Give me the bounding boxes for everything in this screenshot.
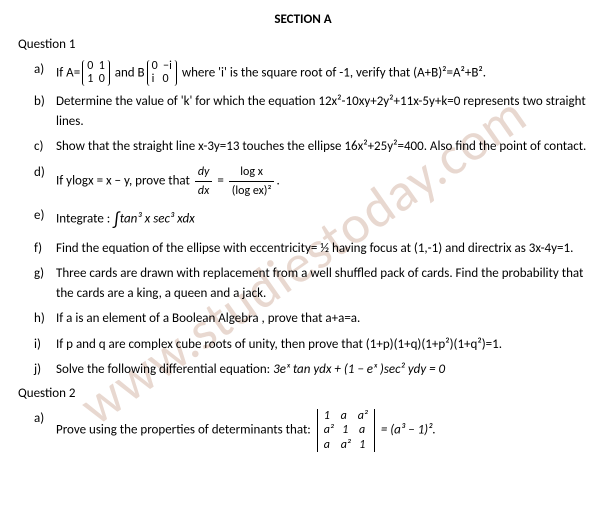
- q1-a: a) If A=0 11 0 and B0 −ii 0 where 'i' is…: [18, 60, 588, 86]
- q1-d: d) If ylogx = x − y, prove that dydx = l…: [18, 163, 588, 200]
- item-content: If ylogx = x − y, prove that dydx = log …: [56, 163, 588, 200]
- item-content: If A=0 11 0 and B0 −ii 0 where 'i' is th…: [56, 60, 588, 86]
- item-content: If a is an element of a Boolean Algebra …: [56, 309, 588, 329]
- text: If A=: [56, 65, 80, 80]
- integral-symbol: ∫: [113, 208, 120, 230]
- item-content: Three cards are drawn with replacement f…: [56, 264, 588, 303]
- question-2-title: Question 2: [18, 386, 588, 401]
- item-label: b): [34, 92, 56, 131]
- item-label: f): [34, 239, 56, 259]
- q2-a: a) Prove using the properties of determi…: [18, 409, 588, 452]
- matrix-b: 0 −ii 0: [147, 60, 177, 86]
- item-label: a): [34, 409, 56, 452]
- item-label: c): [34, 137, 56, 157]
- item-content: Show that the straight line x-3y=13 touc…: [56, 137, 588, 157]
- item-content: If p and q are complex cube roots of uni…: [56, 335, 588, 355]
- text: and B: [112, 65, 145, 80]
- text: = (a³ − 1)².: [378, 423, 436, 438]
- section-title: SECTION A: [18, 12, 588, 27]
- item-label: h): [34, 309, 56, 329]
- item-content: Solve the following differential equatio…: [56, 360, 588, 380]
- text: 3eˣ tan ydx + (1 − eˣ )sec² ydy = 0: [273, 362, 445, 377]
- text: If ylogx = x − y, prove that: [56, 173, 193, 188]
- item-content: Find the equation of the ellipse with ec…: [56, 239, 588, 259]
- q1-f: f) Find the equation of the ellipse with…: [18, 239, 588, 259]
- text: Prove using the properties of determinan…: [56, 423, 314, 438]
- fraction: dydx: [195, 163, 213, 200]
- item-label: d): [34, 163, 56, 200]
- item-label: e): [34, 206, 56, 233]
- text: where 'i' is the square root of -1, veri…: [179, 65, 486, 80]
- matrix-a: 0 11 0: [82, 60, 110, 86]
- document-content: SECTION A Question 1 a) If A=0 11 0 and …: [18, 12, 588, 452]
- item-label: i): [34, 335, 56, 355]
- q1-c: c) Show that the straight line x-3y=13 t…: [18, 137, 588, 157]
- text: =: [214, 173, 226, 188]
- q1-i: i) If p and q are complex cube roots of …: [18, 335, 588, 355]
- q1-g: g) Three cards are drawn with replacemen…: [18, 264, 588, 303]
- item-label: j): [34, 360, 56, 380]
- q1-j: j) Solve the following differential equa…: [18, 360, 588, 380]
- text: .: [276, 173, 279, 188]
- q1-e: e) Integrate : ∫tan³ x sec³ xdx: [18, 206, 588, 233]
- text: Solve the following differential equatio…: [56, 362, 273, 377]
- fraction: log x(log ex)²: [229, 163, 275, 200]
- item-content: Integrate : ∫tan³ x sec³ xdx: [56, 206, 588, 233]
- item-label: g): [34, 264, 56, 303]
- text: Integrate :: [56, 211, 113, 226]
- determinant: 1 a a²a² 1 a a a² 1: [317, 409, 375, 452]
- q1-h: h) If a is an element of a Boolean Algeb…: [18, 309, 588, 329]
- item-content: Determine the value of 'k' for which the…: [56, 92, 588, 131]
- question-1-title: Question 1: [18, 37, 588, 52]
- item-content: Prove using the properties of determinan…: [56, 409, 588, 452]
- item-label: a): [34, 60, 56, 86]
- text: tan³ x sec³ xdx: [120, 211, 195, 226]
- q1-b: b) Determine the value of 'k' for which …: [18, 92, 588, 131]
